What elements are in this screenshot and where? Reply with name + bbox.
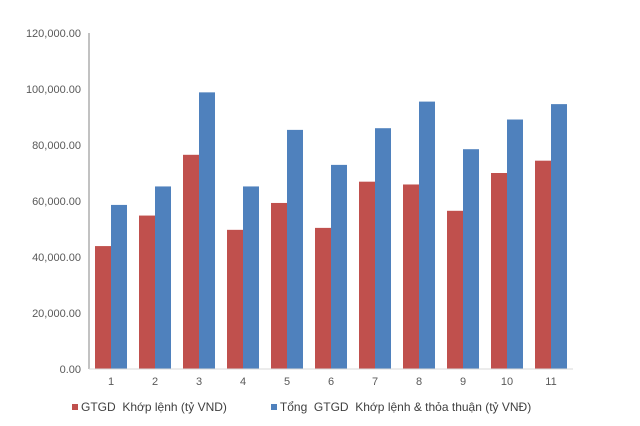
bar-series-1-cat-5 [271,202,287,369]
bar-series-2-cat-6 [331,164,347,369]
y-tick-label: 80,000.00 [32,140,81,152]
legend-swatch-blue [270,404,277,410]
bar-series-1-cat-1 [95,246,111,369]
legend-label: Tổng GTGD Khớp lệnh & thỏa thuận (tỷ VNĐ… [279,400,532,414]
x-tick-label: 5 [284,376,290,388]
bar-series-1-cat-10 [491,173,507,369]
bar-series-1-cat-11 [535,160,551,369]
bar-series-2-cat-4 [243,186,259,369]
bar-series-2-cat-9 [463,149,479,369]
bar-series-2-cat-1 [111,204,127,369]
y-tick-label: 100,000.00 [26,84,81,96]
y-tick-label: 120,000.00 [26,28,81,40]
x-tick-label: 3 [196,376,202,388]
bar-series-2-cat-5 [287,129,303,369]
bar-series-1-cat-6 [315,227,331,369]
x-tick-label: 4 [240,376,246,388]
bar-series-1-cat-7 [359,181,375,369]
y-tick-label: 20,000.00 [32,308,81,320]
x-tick-label: 8 [416,376,422,388]
y-tick-label: 60,000.00 [32,196,81,208]
bar-series-1-cat-4 [227,229,243,369]
x-tick-label: 7 [372,376,378,388]
x-tick-label: 9 [460,376,466,388]
legend-item-series-1: GTGD Khớp lệnh (tỷ VND) [72,400,227,414]
x-tick-label: 10 [501,376,513,388]
bar-series-2-cat-11 [551,104,567,370]
y-tick-label: 0.00 [60,364,81,376]
bar-series-1-cat-8 [403,184,419,369]
x-tick-label: 6 [328,376,334,388]
legend-swatch-red [72,404,78,410]
bar-series-2-cat-10 [507,119,523,370]
x-tick-label: 11 [545,376,556,388]
x-tick-label: 1 [108,376,114,388]
bar-series-1-cat-2 [139,215,155,369]
legend-label: GTGD Khớp lệnh (tỷ VND) [81,400,227,414]
bar-series-1-cat-9 [447,210,463,369]
y-tick-label: 40,000.00 [32,252,81,264]
legend-item-series-2: Tổng GTGD Khớp lệnh & thỏa thuận (tỷ VNĐ… [270,400,532,414]
bar-series-2-cat-7 [375,128,391,369]
bar-series-2-cat-2 [155,186,171,369]
bar-series-2-cat-3 [199,92,215,370]
bar-series-2-cat-8 [419,101,435,369]
x-tick-label: 2 [152,376,158,388]
bar-series-1-cat-3 [183,154,199,369]
legend: GTGD Khớp lệnh (tỷ VND) Tổng GTGD Khớp l… [72,400,531,414]
